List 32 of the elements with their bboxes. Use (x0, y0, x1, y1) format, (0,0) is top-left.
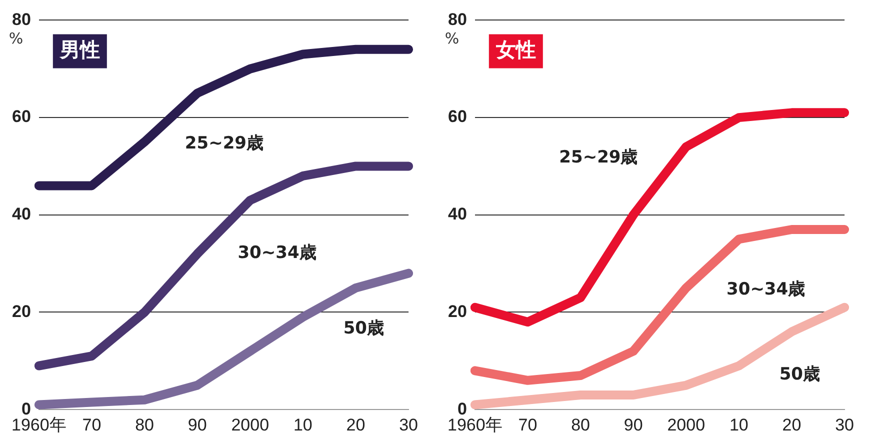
x-tick-label: 30 (835, 415, 854, 434)
series-label: 25~29歳 (184, 133, 264, 154)
series-label: 30~34歳 (726, 279, 806, 300)
text: 女性 (494, 37, 536, 62)
x-tick-label: 70 (518, 415, 538, 434)
x-tick-label: 80 (135, 415, 154, 434)
x-tick-label: 10 (729, 415, 748, 434)
x-tick-label: 80 (571, 415, 590, 434)
y-axis-title: % (444, 30, 460, 48)
x-tick-label: 70 (82, 415, 102, 434)
series-label: 30~34歳 (238, 242, 316, 263)
y-tick-label: 60 (12, 107, 31, 126)
y-axis-title: % (8, 30, 24, 48)
y-tick-label: 40 (448, 204, 467, 224)
x-tick-label: 20 (782, 415, 802, 434)
x-tick-label: 30 (399, 415, 418, 434)
x-tick-label: 90 (188, 415, 207, 434)
x-tick-label: 20 (346, 415, 366, 434)
x-tick-label: 10 (293, 415, 312, 434)
series-label: 50歳 (343, 318, 384, 338)
x-tick-label: 2000 (667, 415, 706, 434)
series-label: 25~29歳 (559, 148, 638, 168)
y-tick-label: 80 (12, 10, 31, 29)
y-tick-label: 20 (12, 302, 31, 321)
x-tick-label: 90 (624, 415, 643, 434)
y-tick-label: 40 (12, 204, 31, 224)
text: 男性 (58, 37, 100, 62)
y-tick-label: 80 (448, 10, 467, 29)
series-label: 50歳 (779, 364, 820, 385)
y-tick-label: 20 (448, 302, 467, 321)
x-tick-label: 2000 (231, 415, 270, 434)
y-tick-label: 60 (448, 107, 467, 126)
